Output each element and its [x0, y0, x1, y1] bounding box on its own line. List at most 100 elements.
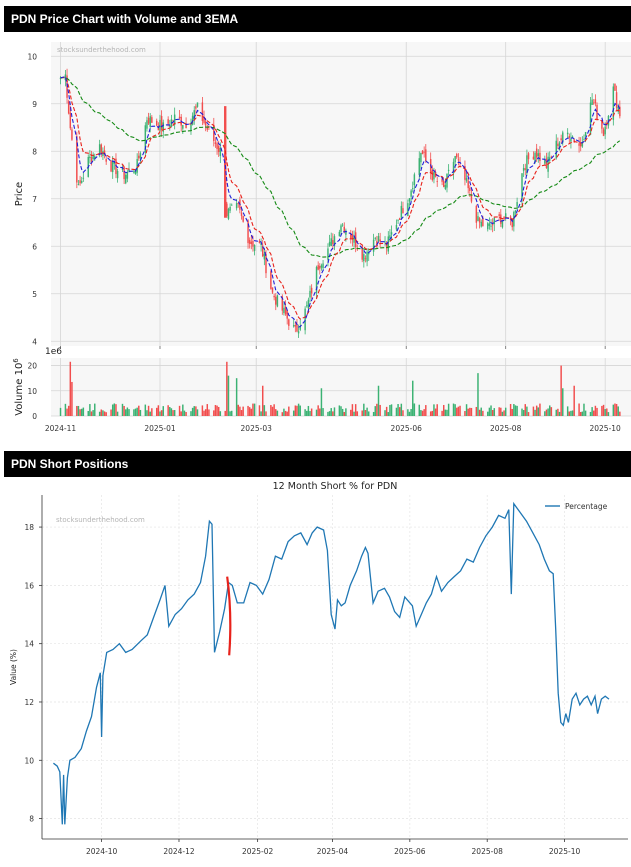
candle-body	[364, 258, 367, 260]
volume-bar	[573, 385, 575, 416]
candle	[418, 151, 421, 180]
candle	[76, 131, 78, 189]
candle-body	[363, 254, 365, 262]
candle	[237, 202, 240, 208]
candle	[288, 318, 290, 331]
candle-body	[71, 129, 73, 140]
x-tick-label: 2025-10	[589, 424, 621, 433]
volume-bar	[532, 406, 535, 416]
volume-bar	[224, 410, 226, 416]
volume-bar	[475, 406, 478, 416]
candle	[138, 150, 140, 161]
volume-bar	[306, 410, 308, 416]
candle-body	[265, 253, 267, 274]
candle	[568, 133, 571, 143]
volume-bar	[425, 405, 427, 416]
candle-body	[144, 125, 147, 153]
candle-body	[258, 240, 261, 244]
candle-body	[229, 206, 231, 211]
volume-bar	[116, 411, 119, 416]
x-tick-label: 2025-06	[391, 424, 423, 433]
candle-body	[431, 170, 434, 181]
candle-body	[304, 308, 306, 331]
candle-body	[573, 139, 575, 142]
candle-body	[593, 102, 595, 104]
candle-body	[410, 190, 412, 197]
volume-bar	[366, 407, 368, 416]
candle	[341, 223, 344, 227]
candle	[193, 106, 195, 125]
candle	[71, 127, 73, 141]
candle	[535, 143, 538, 162]
volume-bar	[412, 380, 414, 416]
volume-bar	[309, 411, 311, 416]
candle-body	[376, 241, 378, 245]
price-y-tick: 8	[32, 147, 37, 156]
candle-body	[544, 160, 546, 164]
candle	[338, 229, 341, 237]
candle-body	[292, 325, 295, 327]
short-chart-title: 12 Month Short % for PDN	[273, 481, 398, 492]
candle	[364, 255, 367, 263]
volume-bar	[527, 412, 530, 416]
candle-body	[482, 217, 484, 226]
volume-bar	[522, 410, 525, 416]
volume-bar	[568, 411, 571, 416]
volume-bar	[470, 407, 473, 416]
candle-body	[201, 102, 204, 122]
candle	[353, 230, 355, 248]
candle-body	[402, 208, 404, 214]
volume-bar	[283, 408, 285, 416]
volume-bar	[418, 404, 421, 416]
candle	[558, 141, 561, 151]
candle-body	[283, 307, 285, 313]
volume-bar	[172, 410, 174, 416]
candle-body	[237, 203, 240, 204]
volume-bar	[319, 408, 321, 416]
candle-body	[76, 136, 78, 183]
candle-body	[284, 306, 287, 315]
candle	[248, 237, 251, 249]
volume-bar	[550, 407, 553, 416]
volume-bar	[367, 411, 370, 416]
candle-body	[379, 239, 381, 242]
candle	[493, 216, 496, 232]
volume-bar	[436, 404, 438, 416]
volume-bar	[442, 404, 445, 416]
volume-bar	[155, 407, 158, 416]
volume-bar	[535, 405, 538, 416]
candle	[196, 102, 199, 108]
candle-body	[160, 115, 163, 131]
candle-body	[509, 216, 512, 220]
volume-bar	[102, 410, 104, 416]
candle-body	[297, 331, 300, 334]
volume-bar	[539, 403, 541, 416]
candle-body	[275, 296, 277, 305]
short-watermark: stocksunderthehood.com	[56, 516, 145, 524]
candle-body	[447, 169, 450, 171]
candle	[94, 153, 96, 161]
candle-body	[377, 236, 380, 242]
candle-body	[568, 136, 571, 138]
candle-body	[128, 169, 130, 172]
candle-body	[452, 161, 455, 174]
volume-offset-label: 1e6	[45, 347, 62, 357]
volume-bar	[185, 412, 187, 416]
candle	[315, 265, 318, 299]
volume-bar	[447, 403, 450, 416]
short-x-tick: 2025-06	[394, 847, 426, 856]
candle-body	[296, 323, 298, 332]
candle-body	[367, 252, 370, 255]
volume-bar	[113, 403, 116, 416]
volume-bar	[617, 406, 619, 416]
candle-body	[341, 224, 344, 226]
volume-bar	[441, 410, 443, 416]
candle-body	[116, 170, 119, 179]
candle-body	[366, 251, 368, 262]
volume-bar	[136, 407, 138, 416]
candle	[579, 137, 582, 152]
candle	[105, 155, 107, 165]
candle	[377, 232, 380, 242]
candle-body	[79, 180, 81, 184]
candle-body	[105, 159, 107, 162]
